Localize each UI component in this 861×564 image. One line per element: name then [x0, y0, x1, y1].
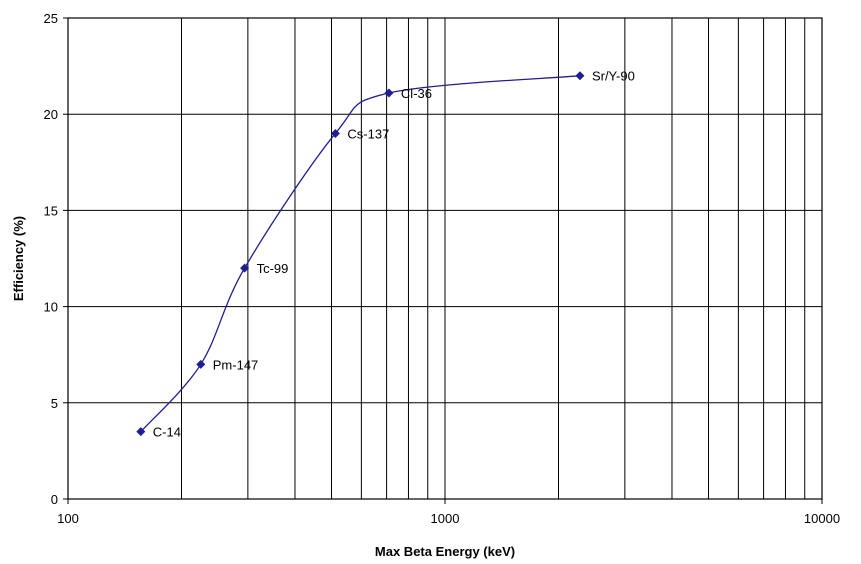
data-point-marker [384, 88, 394, 98]
y-tick-labels: 0 5 10 15 20 25 [44, 11, 68, 507]
data-point-marker [136, 427, 146, 437]
x-axis-title: Max Beta Energy (keV) [375, 544, 515, 559]
data-point-label: Cs-137 [347, 126, 389, 141]
y-tick-label: 5 [51, 396, 58, 411]
y-tick-label: 15 [44, 203, 58, 218]
data-point-label: Sr/Y-90 [592, 69, 635, 84]
data-points [136, 71, 585, 437]
y-axis-title: Efficiency (%) [11, 216, 26, 301]
data-point-label: Tc-99 [257, 261, 289, 276]
x-tick-label: 10000 [804, 511, 840, 526]
y-tick-label: 10 [44, 300, 58, 315]
data-point-marker [196, 359, 206, 369]
x-tick-labels: 100 1000 10000 [57, 499, 840, 526]
data-labels: C-14 Pm-147 Tc-99 Cs-137 Cl-36 Sr/Y-90 [153, 69, 635, 440]
y-tick-label: 25 [44, 11, 58, 26]
data-point-label: C-14 [153, 425, 181, 440]
data-point-label: Cl-36 [401, 86, 432, 101]
x-tick-label: 1000 [431, 511, 460, 526]
data-point-label: Pm-147 [213, 357, 259, 372]
x-tick-label: 100 [57, 511, 79, 526]
y-tick-label: 0 [51, 492, 58, 507]
data-point-marker [330, 128, 340, 138]
y-tick-label: 20 [44, 107, 58, 122]
data-point-marker [575, 71, 585, 81]
data-point-marker [240, 263, 250, 273]
grid-lines [68, 18, 822, 499]
